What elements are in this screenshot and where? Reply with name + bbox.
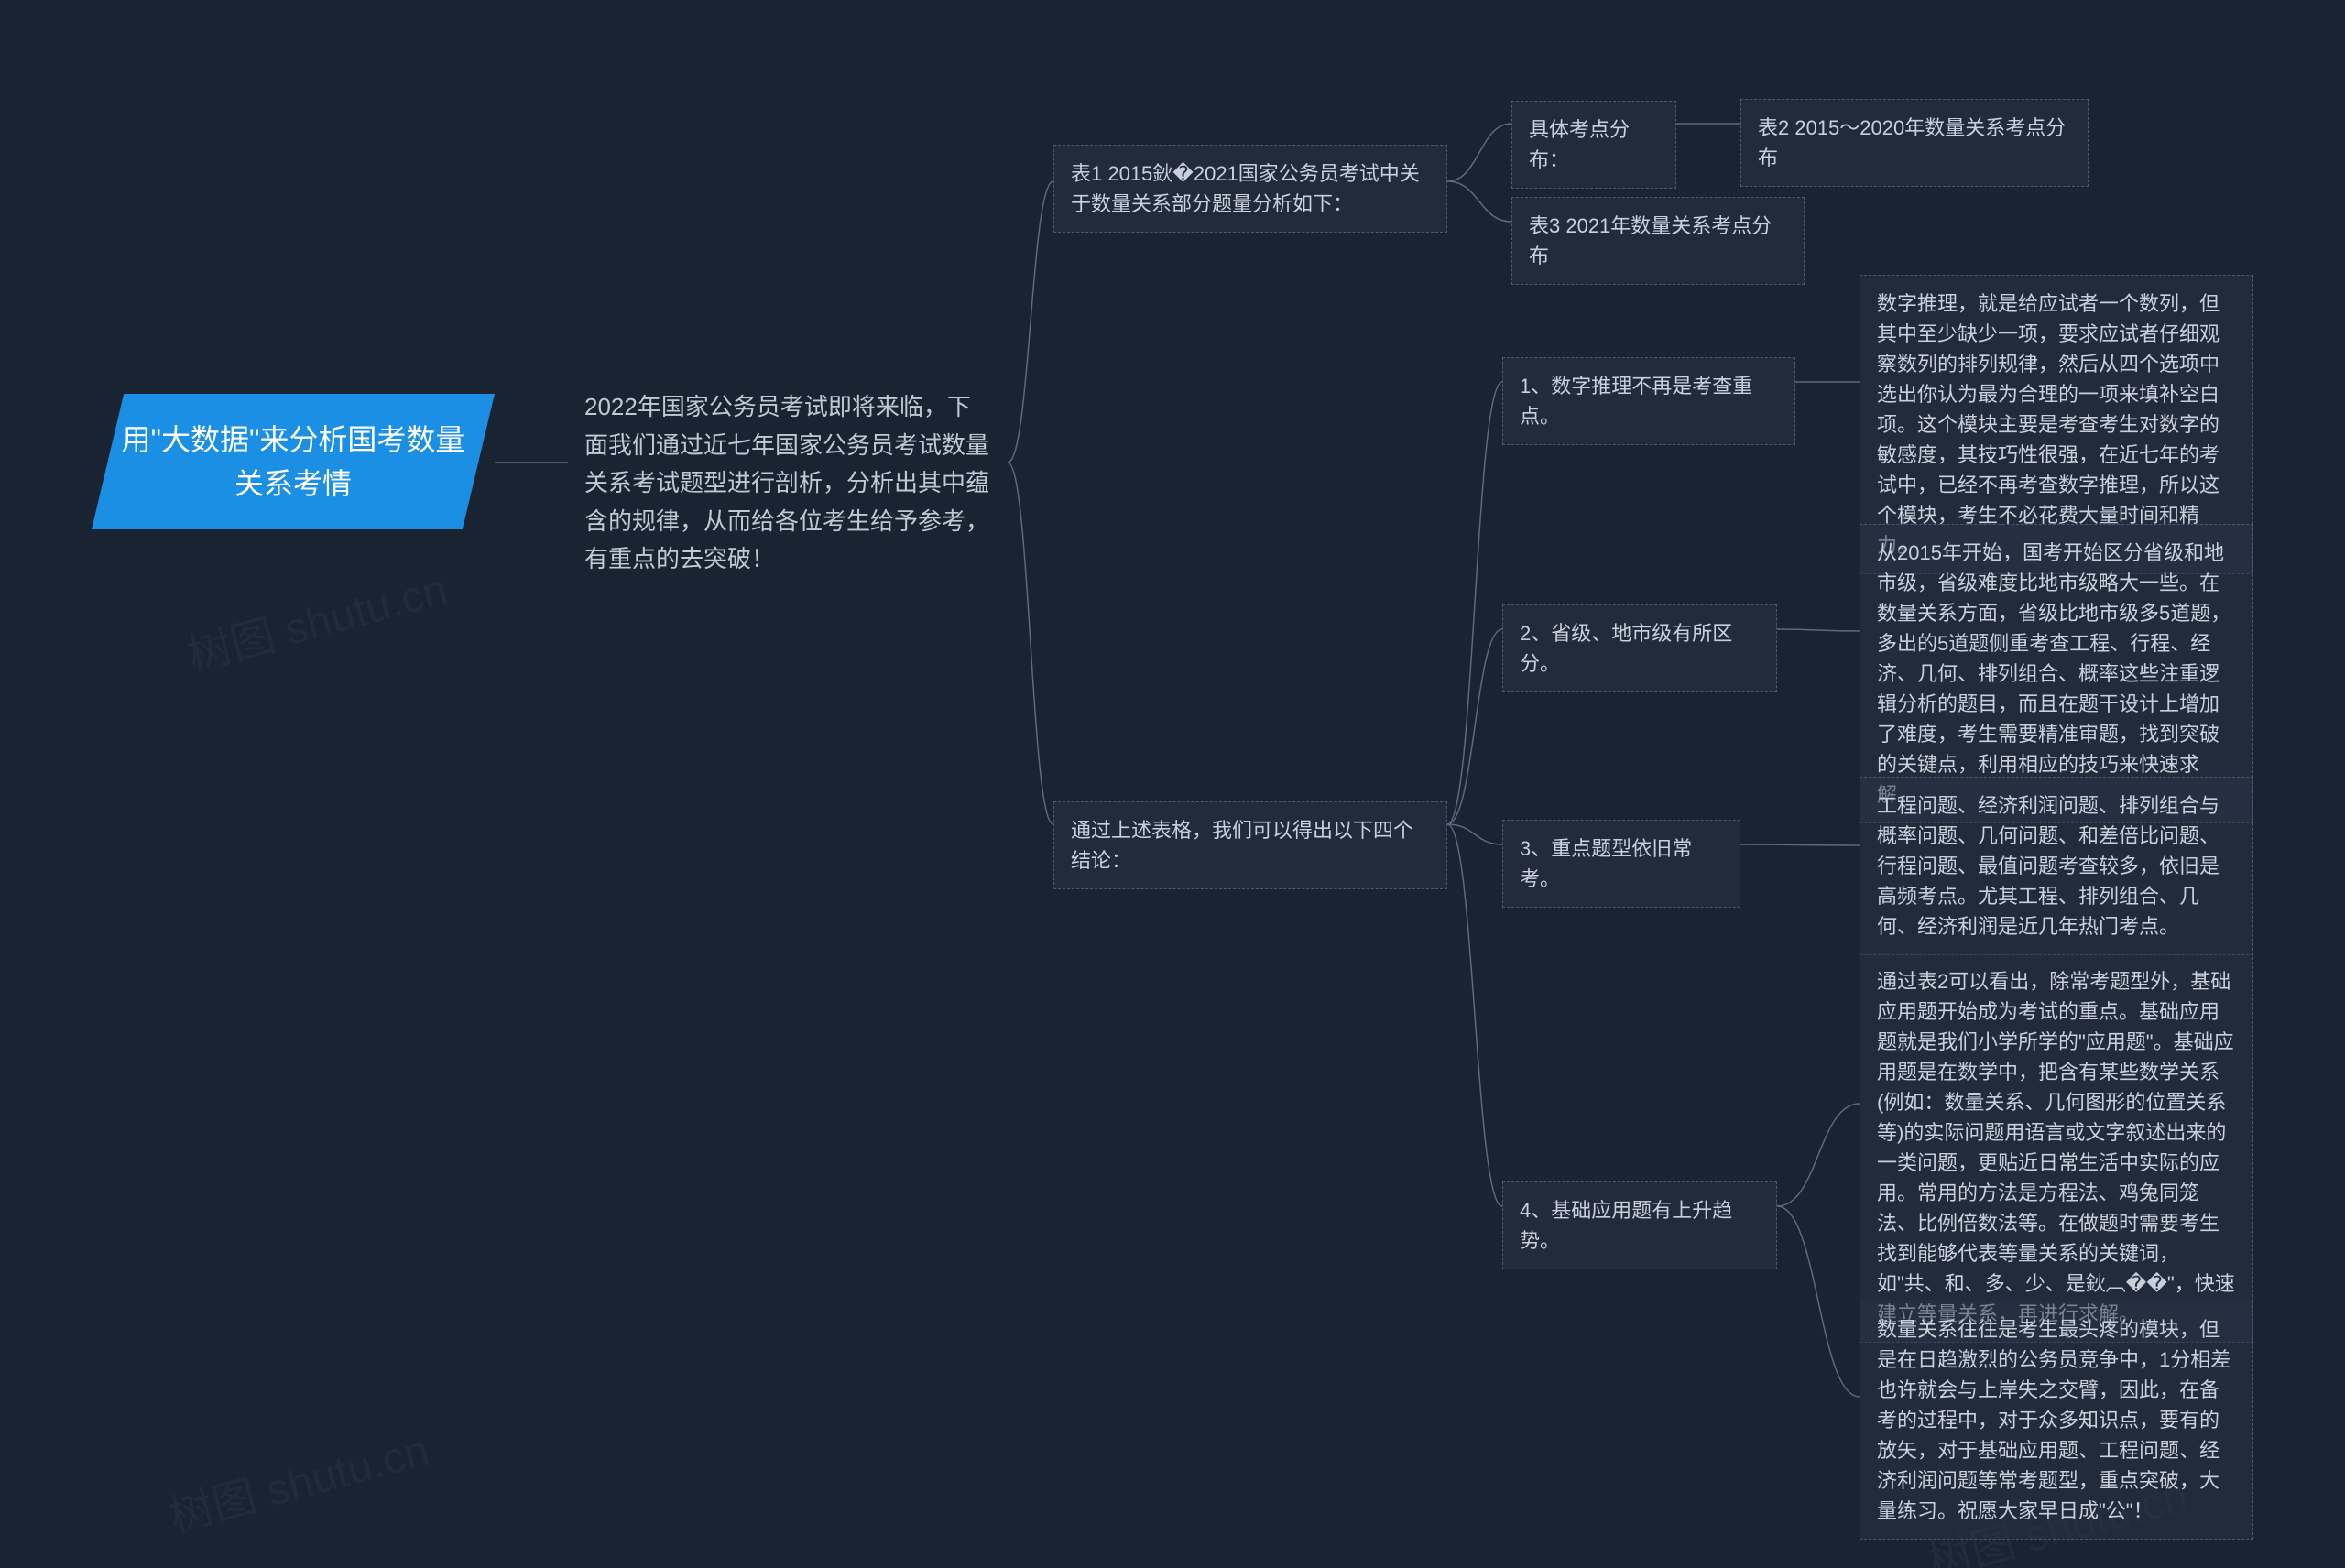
node-table1[interactable]: 表1 2015鈥�2021国家公务员考试中关于数量关系部分题量分析如下： — [1053, 145, 1447, 233]
intro-node[interactable]: 2022年国家公务员考试即将来临，下面我们通过近七年国家公务员考试数量关系考试题… — [568, 376, 1008, 592]
node-conclusion-4-detail-a[interactable]: 通过表2可以看出，除常考题型外，基础应用题开始成为考试的重点。基础应用题就是我们… — [1860, 953, 2253, 1343]
node-conclusions[interactable]: 通过上述表格，我们可以得出以下四个结论： — [1053, 801, 1447, 889]
node-conclusion-3-detail[interactable]: 工程问题、经济利润问题、排列组合与概率问题、几何问题、和差倍比问题、行程问题、最… — [1860, 777, 2253, 955]
watermark: 树图 shutu.cn — [161, 1414, 435, 1545]
node-points-label[interactable]: 具体考点分布： — [1511, 101, 1676, 189]
watermark: 树图 shutu.cn — [180, 553, 453, 684]
node-table2[interactable]: 表2 2015～2020年数量关系考点分布 — [1740, 99, 2089, 187]
node-conclusion-4[interactable]: 4、基础应用题有上升趋势。 — [1502, 1181, 1777, 1269]
node-conclusion-2[interactable]: 2、省级、地市级有所区分。 — [1502, 604, 1777, 692]
node-conclusion-4-detail-b[interactable]: 数量关系往往是考生最头疼的模块，但是在日趋激烈的公务员竞争中，1分相差也许就会与… — [1860, 1301, 2253, 1540]
node-conclusion-1[interactable]: 1、数字推理不再是考查重点。 — [1502, 357, 1795, 445]
node-conclusion-3[interactable]: 3、重点题型依旧常考。 — [1502, 820, 1740, 908]
root-node[interactable]: 用"大数据"来分析国考数量关系考情 — [92, 394, 495, 529]
node-table3[interactable]: 表3 2021年数量关系考点分布 — [1511, 197, 1805, 285]
